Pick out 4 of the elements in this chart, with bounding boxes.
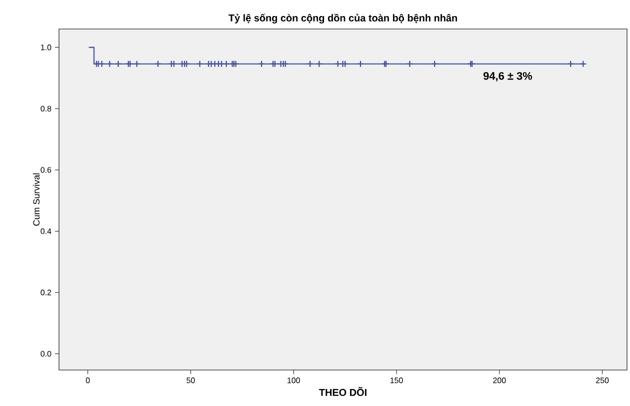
y-axis-title: Cum Survival	[32, 173, 40, 226]
x-axis-title: THEO DÕI	[319, 386, 366, 396]
chart-title: Tỷ lệ sống còn cộng dồn của toàn bộ bệnh nhân	[228, 14, 457, 24]
annotation: 94,6 ± 3%	[483, 72, 532, 82]
